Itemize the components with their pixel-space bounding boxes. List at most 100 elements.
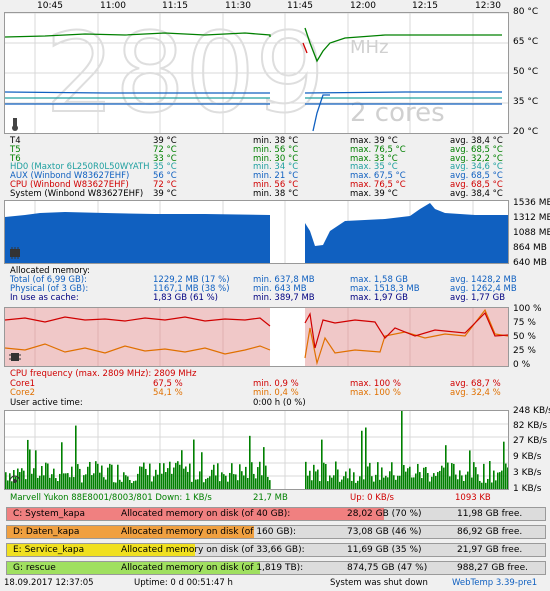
network-bar — [133, 481, 135, 489]
network-bar — [365, 427, 367, 489]
network-bar — [7, 480, 9, 489]
network-bar — [337, 469, 339, 489]
stat-min: min. 643 MB — [253, 284, 307, 294]
network-bar — [307, 475, 309, 489]
network-bar — [83, 475, 85, 489]
stat-min: min. 30 °C — [253, 153, 299, 164]
stat-cur: 1229,2 MB (17 %) — [153, 275, 230, 285]
stat-name: T4 — [10, 136, 21, 146]
network-bar — [377, 462, 379, 489]
network-bar — [231, 463, 233, 489]
network-bar — [53, 468, 55, 489]
stat-cur: 67,5 % — [153, 379, 183, 389]
time-label: 10:45 — [37, 1, 63, 11]
network-bar — [123, 472, 125, 489]
stat-max: max. 67,5 °C — [350, 171, 406, 182]
network-bar — [65, 473, 67, 489]
network-bar — [191, 481, 193, 489]
network-bar — [491, 482, 493, 489]
stat-max: max. 1,97 GB — [350, 293, 408, 303]
memory-title: Allocated memory: — [10, 266, 91, 276]
memory-chip-icon — [8, 246, 22, 260]
network-bar — [179, 464, 181, 489]
network-bar — [453, 463, 455, 489]
network-bar — [117, 464, 119, 489]
user-active-label: User active time: — [10, 398, 83, 408]
network-bar — [41, 465, 43, 489]
network-bar — [243, 475, 245, 489]
cpu-frequency: CPU frequency (max. 2809 MHz): 2809 MHz — [10, 369, 197, 379]
time-label: 11:30 — [225, 1, 251, 11]
network-bar — [239, 464, 241, 489]
network-bar — [469, 450, 471, 489]
network-bar — [165, 472, 167, 489]
stat-name: In use as cache: — [10, 293, 79, 303]
thermometer-icon — [8, 117, 22, 131]
network-bar — [9, 473, 11, 489]
network-bar — [61, 442, 63, 489]
network-bar — [217, 463, 219, 489]
network-bar — [409, 466, 411, 489]
network-bar — [361, 430, 363, 489]
network-bar — [107, 467, 109, 489]
stat-max: max. 76,5 °C — [350, 180, 406, 190]
network-bar — [387, 477, 389, 489]
network-bar — [121, 481, 123, 489]
network-bar — [447, 462, 449, 489]
network-bar — [357, 480, 359, 489]
cpu-graph — [4, 307, 509, 367]
stat-min: min. 38 °C — [253, 188, 299, 199]
network-bar — [411, 477, 413, 489]
network-bar — [59, 473, 61, 489]
network-bar — [391, 462, 393, 489]
network-bar — [93, 473, 95, 489]
network-bar — [489, 461, 491, 489]
stat-min: min. 21 °C — [253, 171, 299, 182]
stat-cur: 33 °C — [153, 153, 177, 164]
network-bar — [483, 463, 485, 489]
network-bar — [253, 473, 255, 489]
network-bar — [23, 470, 25, 489]
network-bar — [27, 439, 29, 489]
stat-avg: avg. 68,5 °C — [450, 180, 503, 190]
network-bar — [139, 466, 141, 489]
network-bar — [131, 482, 133, 489]
network-bar — [315, 471, 317, 489]
network-bar — [245, 466, 247, 489]
network-bar — [321, 439, 323, 489]
network-bar — [67, 473, 69, 489]
network-bar — [349, 468, 351, 489]
network-bar — [213, 464, 215, 489]
network-bar — [487, 478, 489, 489]
stat-min: min. 38 °C — [253, 136, 299, 146]
stat-min: min. 0,9 % — [253, 379, 299, 389]
network-bar — [471, 477, 473, 489]
stat-name: CPU (Winbond W83627EHF) — [10, 180, 129, 190]
network-bar — [459, 470, 461, 489]
network-bar — [499, 472, 501, 489]
disk-free: 21,97 GB free. — [457, 545, 523, 555]
network-bar — [101, 465, 103, 489]
network-bar — [311, 480, 313, 489]
network-bar — [435, 475, 437, 489]
network-bar — [419, 472, 421, 489]
stat-avg: avg. 32,2 °C — [450, 153, 503, 164]
stat-name: AUX (Winbond W83627EHF) — [10, 171, 130, 182]
network-bar — [393, 475, 395, 489]
network-bar — [433, 473, 435, 489]
disk-desc: Allocated memory on disk (of 1,819 TB): — [121, 563, 304, 573]
network-bar — [343, 476, 345, 489]
time-label: 11:15 — [162, 1, 188, 11]
stat-cur: 72 °C — [153, 144, 177, 155]
disk-used: 28,02 GB (70 %) — [347, 509, 422, 519]
network-bar — [451, 463, 453, 489]
network-bar — [167, 468, 169, 489]
network-bar — [233, 474, 235, 489]
network-bar — [473, 462, 475, 489]
network-bar — [359, 476, 361, 489]
network-bar — [401, 411, 403, 489]
network-bar — [395, 479, 397, 489]
time-label: 11:00 — [100, 1, 126, 11]
network-bar — [363, 479, 365, 489]
network-bar — [111, 464, 113, 489]
